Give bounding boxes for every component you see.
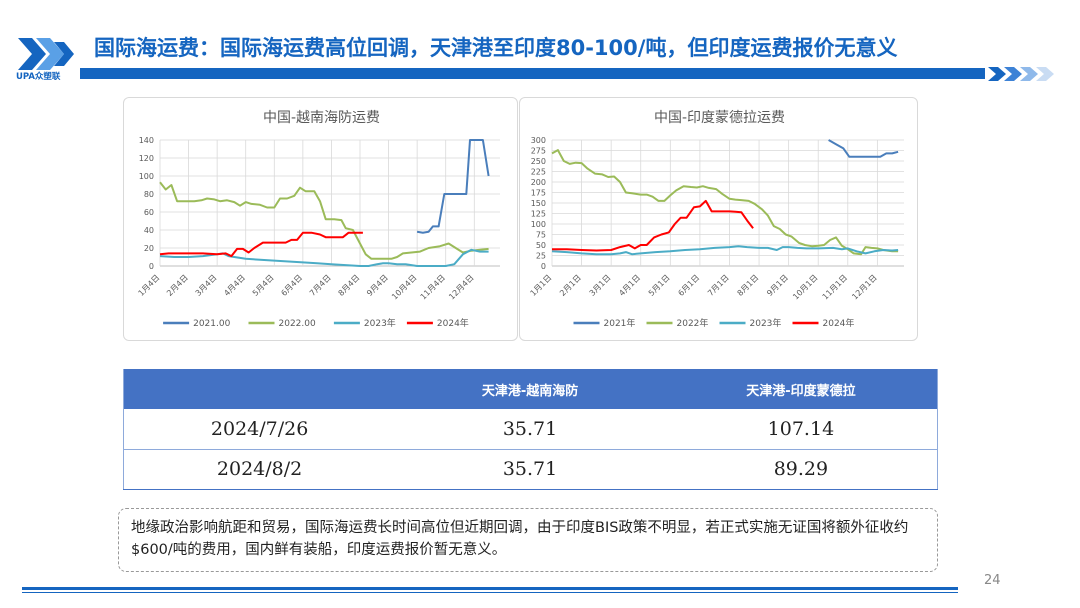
legend-label: 2023年: [364, 317, 396, 329]
page-title: 国际海运费：国际海运费高位回调，天津港至印度80-100/吨，但印度运费报价无意…: [94, 36, 898, 60]
legend-label: 2022年: [677, 317, 709, 329]
table-cell-india: 107.14: [767, 417, 835, 440]
x-tick-label: 3月1日: [588, 273, 613, 298]
legend-label: 2023年: [750, 317, 782, 329]
table-cell-vietnam: 35.71: [502, 458, 558, 480]
y-tick-label: 0: [149, 262, 154, 271]
x-tick-label: 7月1日: [706, 273, 731, 298]
x-tick-label: 2月4日: [165, 273, 190, 298]
y-tick-label: 175: [531, 189, 546, 198]
y-tick-label: 25: [536, 252, 546, 261]
x-tick-label: 10月1日: [791, 273, 819, 301]
x-tick-label: 7月4日: [308, 273, 333, 298]
x-tick-label: 12月4日: [447, 273, 475, 301]
y-tick-label: 100: [139, 172, 154, 181]
y-tick-label: 120: [139, 154, 154, 163]
y-tick-label: 140: [139, 136, 154, 145]
x-tick-label: 9月4日: [365, 273, 390, 298]
y-tick-label: 125: [531, 210, 546, 219]
x-tick-label: 2月1日: [558, 273, 583, 298]
footer-divider-thin: [22, 592, 958, 593]
table-header-row: 天津港-越南海防 天津港-印度蒙德拉: [123, 369, 938, 409]
y-tick-label: 40: [144, 226, 154, 235]
y-tick-label: 300: [531, 136, 546, 145]
x-tick-label: 12月1日: [850, 273, 878, 301]
chevron-right-icon: [988, 67, 1054, 81]
x-tick-label: 6月1日: [676, 273, 701, 298]
series-line: [552, 199, 754, 252]
chart-panel-india: 中国-印度蒙德拉运费 0 25 50 75 100 125 150 175 200 225 250 27…: [519, 97, 918, 341]
table-row: 2024/7/26 35.71 107.14: [123, 409, 938, 449]
legend-label: 2022.00: [279, 319, 316, 329]
legend-label: 2021.00: [193, 319, 230, 329]
legend-label: 2021年: [604, 317, 636, 329]
x-tick-label: 8月1日: [736, 273, 761, 298]
y-tick-label: 20: [144, 244, 154, 253]
legend-label: 2024年: [823, 317, 855, 329]
y-tick-label: 60: [144, 208, 154, 217]
x-tick-label: 5月1日: [647, 273, 672, 298]
x-tick-label: 8月4日: [337, 273, 362, 298]
x-tick-label: 11月4日: [419, 273, 447, 301]
series-line: [416, 139, 490, 234]
table-row: 2024/8/2 35.71 89.29: [123, 449, 938, 489]
y-tick-label: 250: [531, 157, 546, 166]
table-cell-india: 89.29: [773, 458, 829, 480]
series-line: [159, 248, 489, 267]
y-tick-label: 100: [531, 220, 546, 229]
y-tick-label: 50: [536, 241, 546, 250]
y-tick-label: 80: [144, 190, 154, 199]
x-tick-label: 4月1日: [617, 273, 642, 298]
table-header-india: 天津港-印度蒙德拉: [664, 369, 938, 409]
logo-text: UPA众塑联: [16, 71, 61, 80]
series-line: [551, 245, 899, 256]
series-line: [159, 181, 489, 260]
table-cell-date: 2024/8/2: [216, 458, 303, 480]
series-line: [828, 139, 899, 158]
x-tick-label: 11月1日: [821, 273, 849, 301]
y-tick-label: 75: [536, 231, 546, 240]
y-tick-label: 275: [531, 147, 546, 156]
x-tick-label: 1月4日: [137, 273, 162, 298]
chart-title: 中国-印度蒙德拉运费: [654, 110, 785, 126]
chart-title: 中国-越南海防运费: [263, 110, 380, 126]
x-tick-label: 10月4日: [390, 273, 418, 301]
table-cell-date: 2024/7/26: [210, 417, 309, 440]
y-tick-label: 0: [541, 262, 546, 271]
table-header-date: [123, 369, 396, 409]
x-tick-label: 9月1日: [765, 273, 790, 298]
footer-divider: [22, 587, 958, 590]
y-tick-label: 200: [531, 178, 546, 187]
y-tick-label: 150: [531, 199, 546, 208]
chart-panel-vietnam: 中国-越南海防运费 0 20 40 60 80 100 120 140 1月4日 2月4日 3月4日 4…: [123, 97, 518, 341]
summary-note: 地缘政治影响航距和贸易，国际海运费长时间高位但近期回调，由于印度BIS政策不明显…: [118, 508, 938, 572]
y-tick-label: 225: [531, 168, 546, 177]
freight-price-table: 天津港-越南海防 天津港-印度蒙德拉 2024/7/26 35.71 107.1…: [123, 369, 938, 490]
x-tick-label: 1月1日: [529, 273, 554, 298]
table-cell-vietnam: 35.71: [502, 417, 558, 440]
x-tick-label: 6月4日: [279, 273, 304, 298]
series-line: [551, 149, 899, 256]
x-tick-label: 4月4日: [222, 273, 247, 298]
upa-logo: UPA众塑联: [16, 38, 74, 80]
page-number: 24: [984, 573, 1001, 588]
table-header-vietnam: 天津港-越南海防: [395, 369, 665, 409]
chart-vietnam-haiphong: 中国-越南海防运费 0 20 40 60 80 100 120 140 1月4日 2月4日 3月4日 4…: [137, 110, 500, 329]
legend-label: 2024年: [437, 317, 469, 329]
header-bar: [80, 68, 985, 79]
x-tick-label: 3月4日: [194, 273, 219, 298]
series-line: [159, 231, 363, 258]
x-tick-label: 5月4日: [251, 273, 276, 298]
